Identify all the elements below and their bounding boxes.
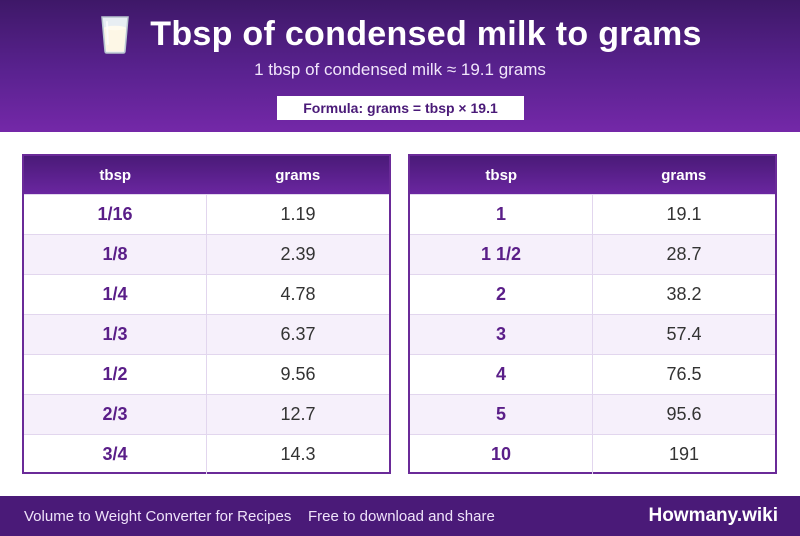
table-header: tbsp grams: [410, 156, 775, 194]
grams-cell: 6.37: [280, 324, 316, 344]
tbsp-cell: 1/3: [24, 315, 207, 354]
glass-of-milk-icon: [98, 14, 132, 54]
formula-badge: Formula: grams = tbsp × 19.1: [277, 96, 524, 120]
subtitle: 1 tbsp of condensed milk ≈ 19.1 grams: [254, 60, 546, 79]
grams-cell: 2.39: [280, 244, 316, 264]
table-row: 3/4 14.3: [24, 434, 389, 474]
conversion-table-left: tbsp grams 1/16 1.19 1/8 2.39 1/4 4.78 1…: [22, 154, 391, 474]
grams-cell: 14.3: [280, 444, 316, 464]
tbsp-cell: 1/8: [24, 235, 207, 274]
table-row: 10 191: [410, 434, 775, 474]
footer: Volume to Weight Converter for Recipes F…: [0, 496, 800, 536]
tbsp-cell: 4: [410, 355, 593, 394]
tbsp-cell: 1: [410, 195, 593, 234]
column-header-tbsp: tbsp: [485, 166, 518, 184]
tbsp-cell: 1/2: [24, 355, 207, 394]
tbsp-cell: 2: [410, 275, 593, 314]
table-row: 1/8 2.39: [24, 234, 389, 274]
table-row: 1/2 9.56: [24, 354, 389, 394]
grams-cell: 57.4: [666, 324, 702, 344]
table-row: 4 76.5: [410, 354, 775, 394]
grams-cell: 76.5: [666, 364, 702, 384]
column-header-grams: grams: [661, 166, 707, 184]
tbsp-cell: 1/4: [24, 275, 207, 314]
conversion-table-right: tbsp grams 1 19.1 1 1/2 28.7 2 38.2 3 57…: [408, 154, 777, 474]
grams-cell: 4.78: [280, 284, 316, 304]
tbsp-cell: 10: [410, 435, 593, 474]
tbsp-cell: 1 1/2: [410, 235, 593, 274]
table-header: tbsp grams: [24, 156, 389, 194]
grams-cell: 28.7: [666, 244, 702, 264]
grams-cell: 191: [668, 444, 700, 464]
title-row: Tbsp of condensed milk to grams: [0, 12, 800, 56]
grams-cell: 12.7: [280, 404, 316, 424]
grams-cell: 1.19: [280, 204, 316, 224]
table-row: 1/16 1.19: [24, 194, 389, 234]
grams-cell: 95.6: [666, 404, 702, 424]
table-row: 1 19.1: [410, 194, 775, 234]
page-title: Tbsp of condensed milk to grams: [150, 14, 702, 53]
table-row: 2 38.2: [410, 274, 775, 314]
tbsp-cell: 5: [410, 395, 593, 434]
brand-logo[interactable]: Howmany.wiki: [648, 505, 778, 526]
table-row: 3 57.4: [410, 314, 775, 354]
footer-share-text: Free to download and share: [308, 507, 495, 525]
tbsp-cell: 1/16: [24, 195, 207, 234]
column-header-tbsp: tbsp: [99, 166, 132, 184]
tbsp-cell: 3/4: [24, 435, 207, 474]
header: Tbsp of condensed milk to grams 1 tbsp o…: [0, 0, 800, 132]
grams-cell: 9.56: [280, 364, 316, 384]
table-row: 1/3 6.37: [24, 314, 389, 354]
table-row: 2/3 12.7: [24, 394, 389, 434]
tbsp-cell: 2/3: [24, 395, 207, 434]
table-row: 1/4 4.78: [24, 274, 389, 314]
grams-cell: 38.2: [666, 284, 702, 304]
tbsp-cell: 3: [410, 315, 593, 354]
column-header-grams: grams: [275, 166, 321, 184]
footer-converter-text: Volume to Weight Converter for Recipes: [24, 507, 292, 525]
grams-cell: 19.1: [666, 204, 702, 224]
table-row: 1 1/2 28.7: [410, 234, 775, 274]
table-row: 5 95.6: [410, 394, 775, 434]
